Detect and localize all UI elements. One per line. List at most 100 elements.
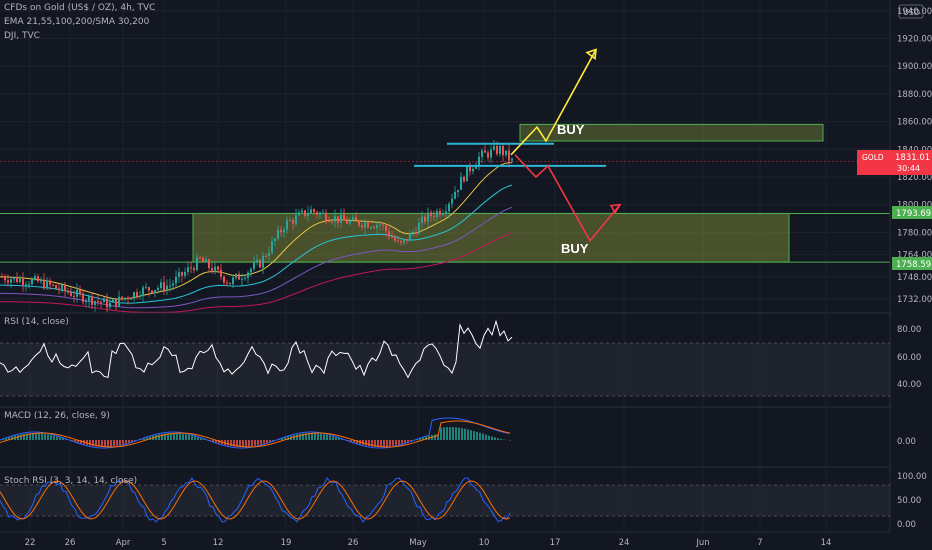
candle-body [118,296,120,307]
candle-body [217,266,219,270]
candle-body [397,240,399,242]
buy-label-lower: BUY [561,241,589,256]
candle-body [247,272,249,278]
resistance-zone [519,123,824,142]
candle-body [79,289,81,294]
price-tick: 1900.00 [897,62,932,72]
candle-body [127,297,129,300]
time-tick: May [409,538,427,548]
projection-up-arrowhead [585,48,597,61]
candle-body [493,146,495,150]
moving-average-line [0,162,513,300]
candle-body [505,150,507,156]
candle-body [331,221,333,223]
rsi-tick-40: 40.00 [897,380,921,390]
candle-body [259,259,261,268]
candle-body [352,216,354,221]
candle-body [52,284,54,286]
candle-body [472,168,474,172]
candle-body [409,232,411,241]
candle-body [511,158,513,161]
candle-body [322,212,324,214]
candle-body [40,279,42,282]
candle-body [13,276,15,280]
time-tick: 26 [348,538,359,548]
candle-body [301,210,303,213]
candle-body [436,210,438,218]
candle-body [316,211,318,215]
candle-body [49,280,51,285]
candle-body [379,224,381,226]
candle-body [175,276,177,284]
grid-lines [0,0,890,532]
candle-body [88,296,90,301]
candle-body [262,255,264,268]
time-tick: 24 [619,538,630,548]
candle-body [187,267,189,272]
candle-body [439,210,441,215]
candle-body [244,277,246,279]
candle-body [481,150,483,157]
time-tick: 10 [479,538,490,548]
candle-body [151,290,153,294]
candle-body [10,279,12,283]
candle-body [157,287,159,291]
candle-body [205,259,207,263]
candle-body [91,296,93,305]
candle-body [499,146,501,154]
candle-body [313,209,315,212]
candle-body [85,300,87,303]
buy-label-upper: BUY [557,122,585,137]
candle-body [298,212,300,216]
chart-title: CFDs on Gold (US$ / OZ), 4h, TVC [4,3,156,13]
candle-body [460,176,462,190]
candle-body [448,203,450,212]
candle-body [106,298,108,308]
stoch-tick-0: 0.00 [897,520,916,530]
candle-body [454,192,456,199]
price-tick: 1764.00 [897,251,932,261]
candle-body [475,165,477,169]
candle-body [37,276,39,282]
level-badge-lower-bg [892,257,932,270]
time-tick: 22 [25,538,36,548]
candle-body [22,278,24,285]
candle-body [76,289,78,297]
candle-body [478,156,480,166]
moving-average-line [0,184,513,304]
candle-body [181,272,183,276]
candle-body [391,236,393,238]
candle-body [385,225,387,232]
candle-body [64,284,66,291]
candle-body [406,238,408,241]
currency-selector[interactable] [898,4,924,19]
price-tick: 1920.00 [897,34,932,44]
candle-body [346,220,348,224]
rsi-line [0,319,513,379]
candle-body [70,292,72,296]
candle-body [277,229,279,239]
candle-body [274,238,276,242]
candle-body [73,295,75,297]
candle-body [343,214,345,221]
candle-body [115,299,117,307]
candle-body [241,278,243,280]
candle-body [133,292,135,299]
candle-body [196,257,198,271]
rsi-title: RSI (14, close) [4,317,69,327]
time-tick: Jun [695,538,709,548]
rsi-band [0,343,890,396]
candle-body [19,278,21,283]
candle-body [142,287,144,297]
candle-body [319,212,321,215]
candle-body [193,268,195,271]
candle-body [220,269,222,277]
candle-body [430,212,432,217]
candle-body [484,150,486,153]
candle-body [226,282,228,284]
candle-body [184,271,186,276]
candle-body [145,287,147,289]
candle-body [178,272,180,277]
candle-body [232,277,234,285]
